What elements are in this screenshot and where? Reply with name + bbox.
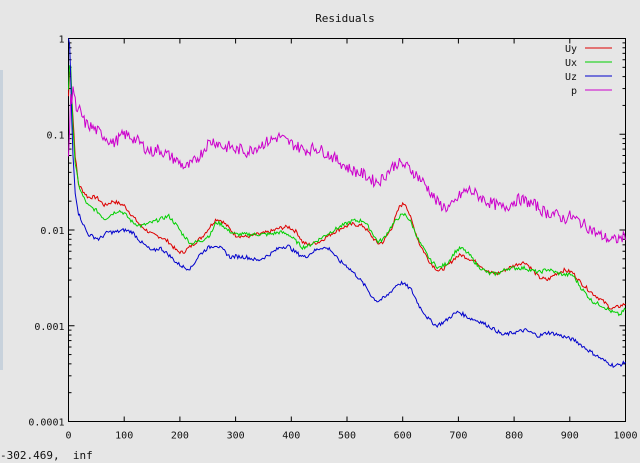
y-tick-label: 0.001 <box>34 322 64 333</box>
y-tick-label: 0.01 <box>40 226 64 237</box>
x-tick-label: 500 <box>338 431 356 442</box>
x-tick-label: 300 <box>227 431 245 442</box>
status-readout: -302.469, inf <box>0 449 93 462</box>
legend-label-uy: Uy <box>565 44 577 55</box>
axis-ticks: 0 100 200 300 400 500 600 700 800 900 1000 1 0.1 0.01… <box>28 35 637 442</box>
x-tick-label: 900 <box>561 431 579 442</box>
x-tick-label: 0 <box>65 431 71 442</box>
series-line-uz <box>68 38 626 368</box>
series-line-ux <box>68 65 626 317</box>
x-tick-label: 100 <box>115 431 133 442</box>
x-tick-label: 200 <box>171 431 189 442</box>
legend-label-ux: Ux <box>565 58 577 69</box>
window-edge-strip <box>0 70 3 370</box>
plot-frame <box>68 38 626 422</box>
y-tick-label: 0.0001 <box>28 418 64 429</box>
series-line-p <box>68 86 626 244</box>
series-lines <box>68 38 626 368</box>
x-tick-label: 600 <box>394 431 412 442</box>
y-tick-label: 0.1 <box>46 130 64 141</box>
x-tick-label: 700 <box>449 431 467 442</box>
legend-label-uz: Uz <box>565 72 577 83</box>
y-tick-label: 1 <box>58 35 64 46</box>
x-tick-label: 1000 <box>613 431 637 442</box>
x-tick-label: 800 <box>505 431 523 442</box>
legend-label-p: p <box>571 86 577 97</box>
legend: Uy Ux Uz p <box>565 44 612 97</box>
x-tick-label: 400 <box>282 431 300 442</box>
chart-title: Residuals <box>315 12 375 25</box>
